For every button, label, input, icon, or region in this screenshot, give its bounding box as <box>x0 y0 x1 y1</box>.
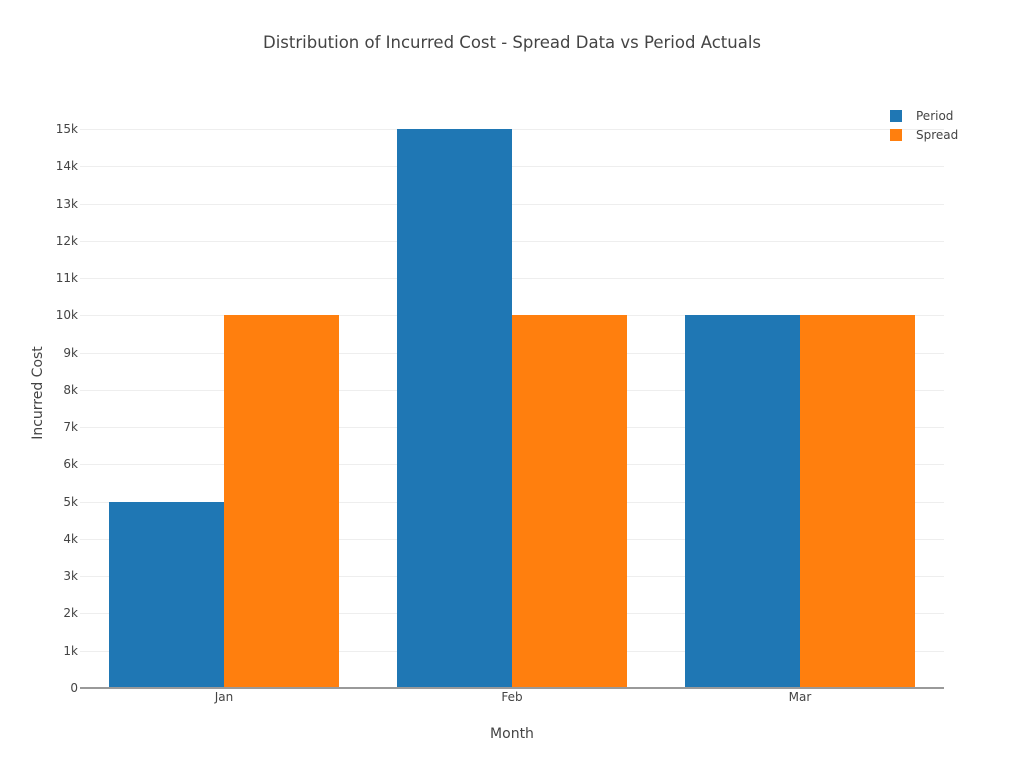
y-tick-label: 8k <box>63 382 78 397</box>
bar-spread-jan[interactable] <box>224 315 340 688</box>
gridline <box>80 166 944 168</box>
gridline <box>80 129 944 130</box>
chart-title: Distribution of Incurred Cost - Spread D… <box>263 33 761 52</box>
y-tick-label: 4k <box>63 531 78 546</box>
gridline <box>80 203 944 205</box>
y-tick-label: 15k <box>55 122 78 136</box>
x-tick-label: Mar <box>788 690 812 704</box>
y-tick-label: 14k <box>55 159 78 174</box>
y-tick-label: 7k <box>63 420 78 435</box>
zero-line <box>80 687 944 689</box>
y-tick-label: 10k <box>55 308 78 323</box>
legend: Period Spread <box>890 106 958 145</box>
bar-spread-feb[interactable] <box>512 315 628 688</box>
y-tick-label: 1k <box>63 643 78 658</box>
y-tick-label: 3k <box>63 569 78 584</box>
legend-swatch-spread <box>890 129 902 142</box>
bar-period-mar[interactable] <box>684 315 800 688</box>
bar-period-feb[interactable] <box>396 129 512 688</box>
legend-label: Period <box>916 108 954 123</box>
legend-item-spread[interactable]: Spread <box>890 126 958 146</box>
bar-spread-mar[interactable] <box>800 315 916 688</box>
y-tick-label: 0 <box>70 681 78 695</box>
legend-swatch-period <box>890 109 902 122</box>
legend-item-period[interactable]: Period <box>890 106 958 126</box>
y-tick-label: 9k <box>63 345 78 360</box>
bar-period-jan[interactable] <box>108 501 224 688</box>
y-tick-label: 11k <box>55 271 78 286</box>
gridline <box>80 278 944 280</box>
y-tick-label: 5k <box>63 494 78 509</box>
x-axis-title: Month <box>490 726 534 742</box>
y-tick-label: 12k <box>55 233 78 248</box>
legend-label: Spread <box>916 128 959 143</box>
y-tick-label: 13k <box>55 196 78 211</box>
x-tick-label: Jan <box>214 690 234 704</box>
x-tick-label: Feb <box>501 690 523 704</box>
gridline <box>80 240 944 242</box>
y-tick-label: 2k <box>63 606 78 621</box>
y-tick-label: 6k <box>63 457 78 472</box>
plot-area <box>80 92 944 688</box>
